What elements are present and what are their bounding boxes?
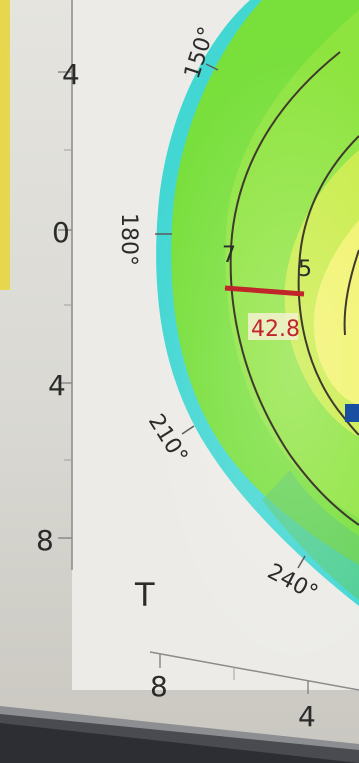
measurement-value: 42.8 bbox=[251, 317, 300, 342]
measurement-value-box: 42.8 bbox=[248, 313, 300, 342]
meridian-label-180: 180° bbox=[116, 213, 141, 266]
contour-label-5: 5 bbox=[298, 257, 312, 282]
contour-line-7 bbox=[229, 51, 359, 526]
blue-marker bbox=[345, 404, 359, 422]
contour-label-7: 7 bbox=[222, 243, 236, 268]
contour-line-5 bbox=[297, 135, 359, 436]
meridian-ticks bbox=[155, 63, 306, 569]
monitor-bezel bbox=[0, 706, 359, 763]
contour-line-inner bbox=[343, 249, 359, 336]
measurement-marker bbox=[224, 285, 305, 297]
